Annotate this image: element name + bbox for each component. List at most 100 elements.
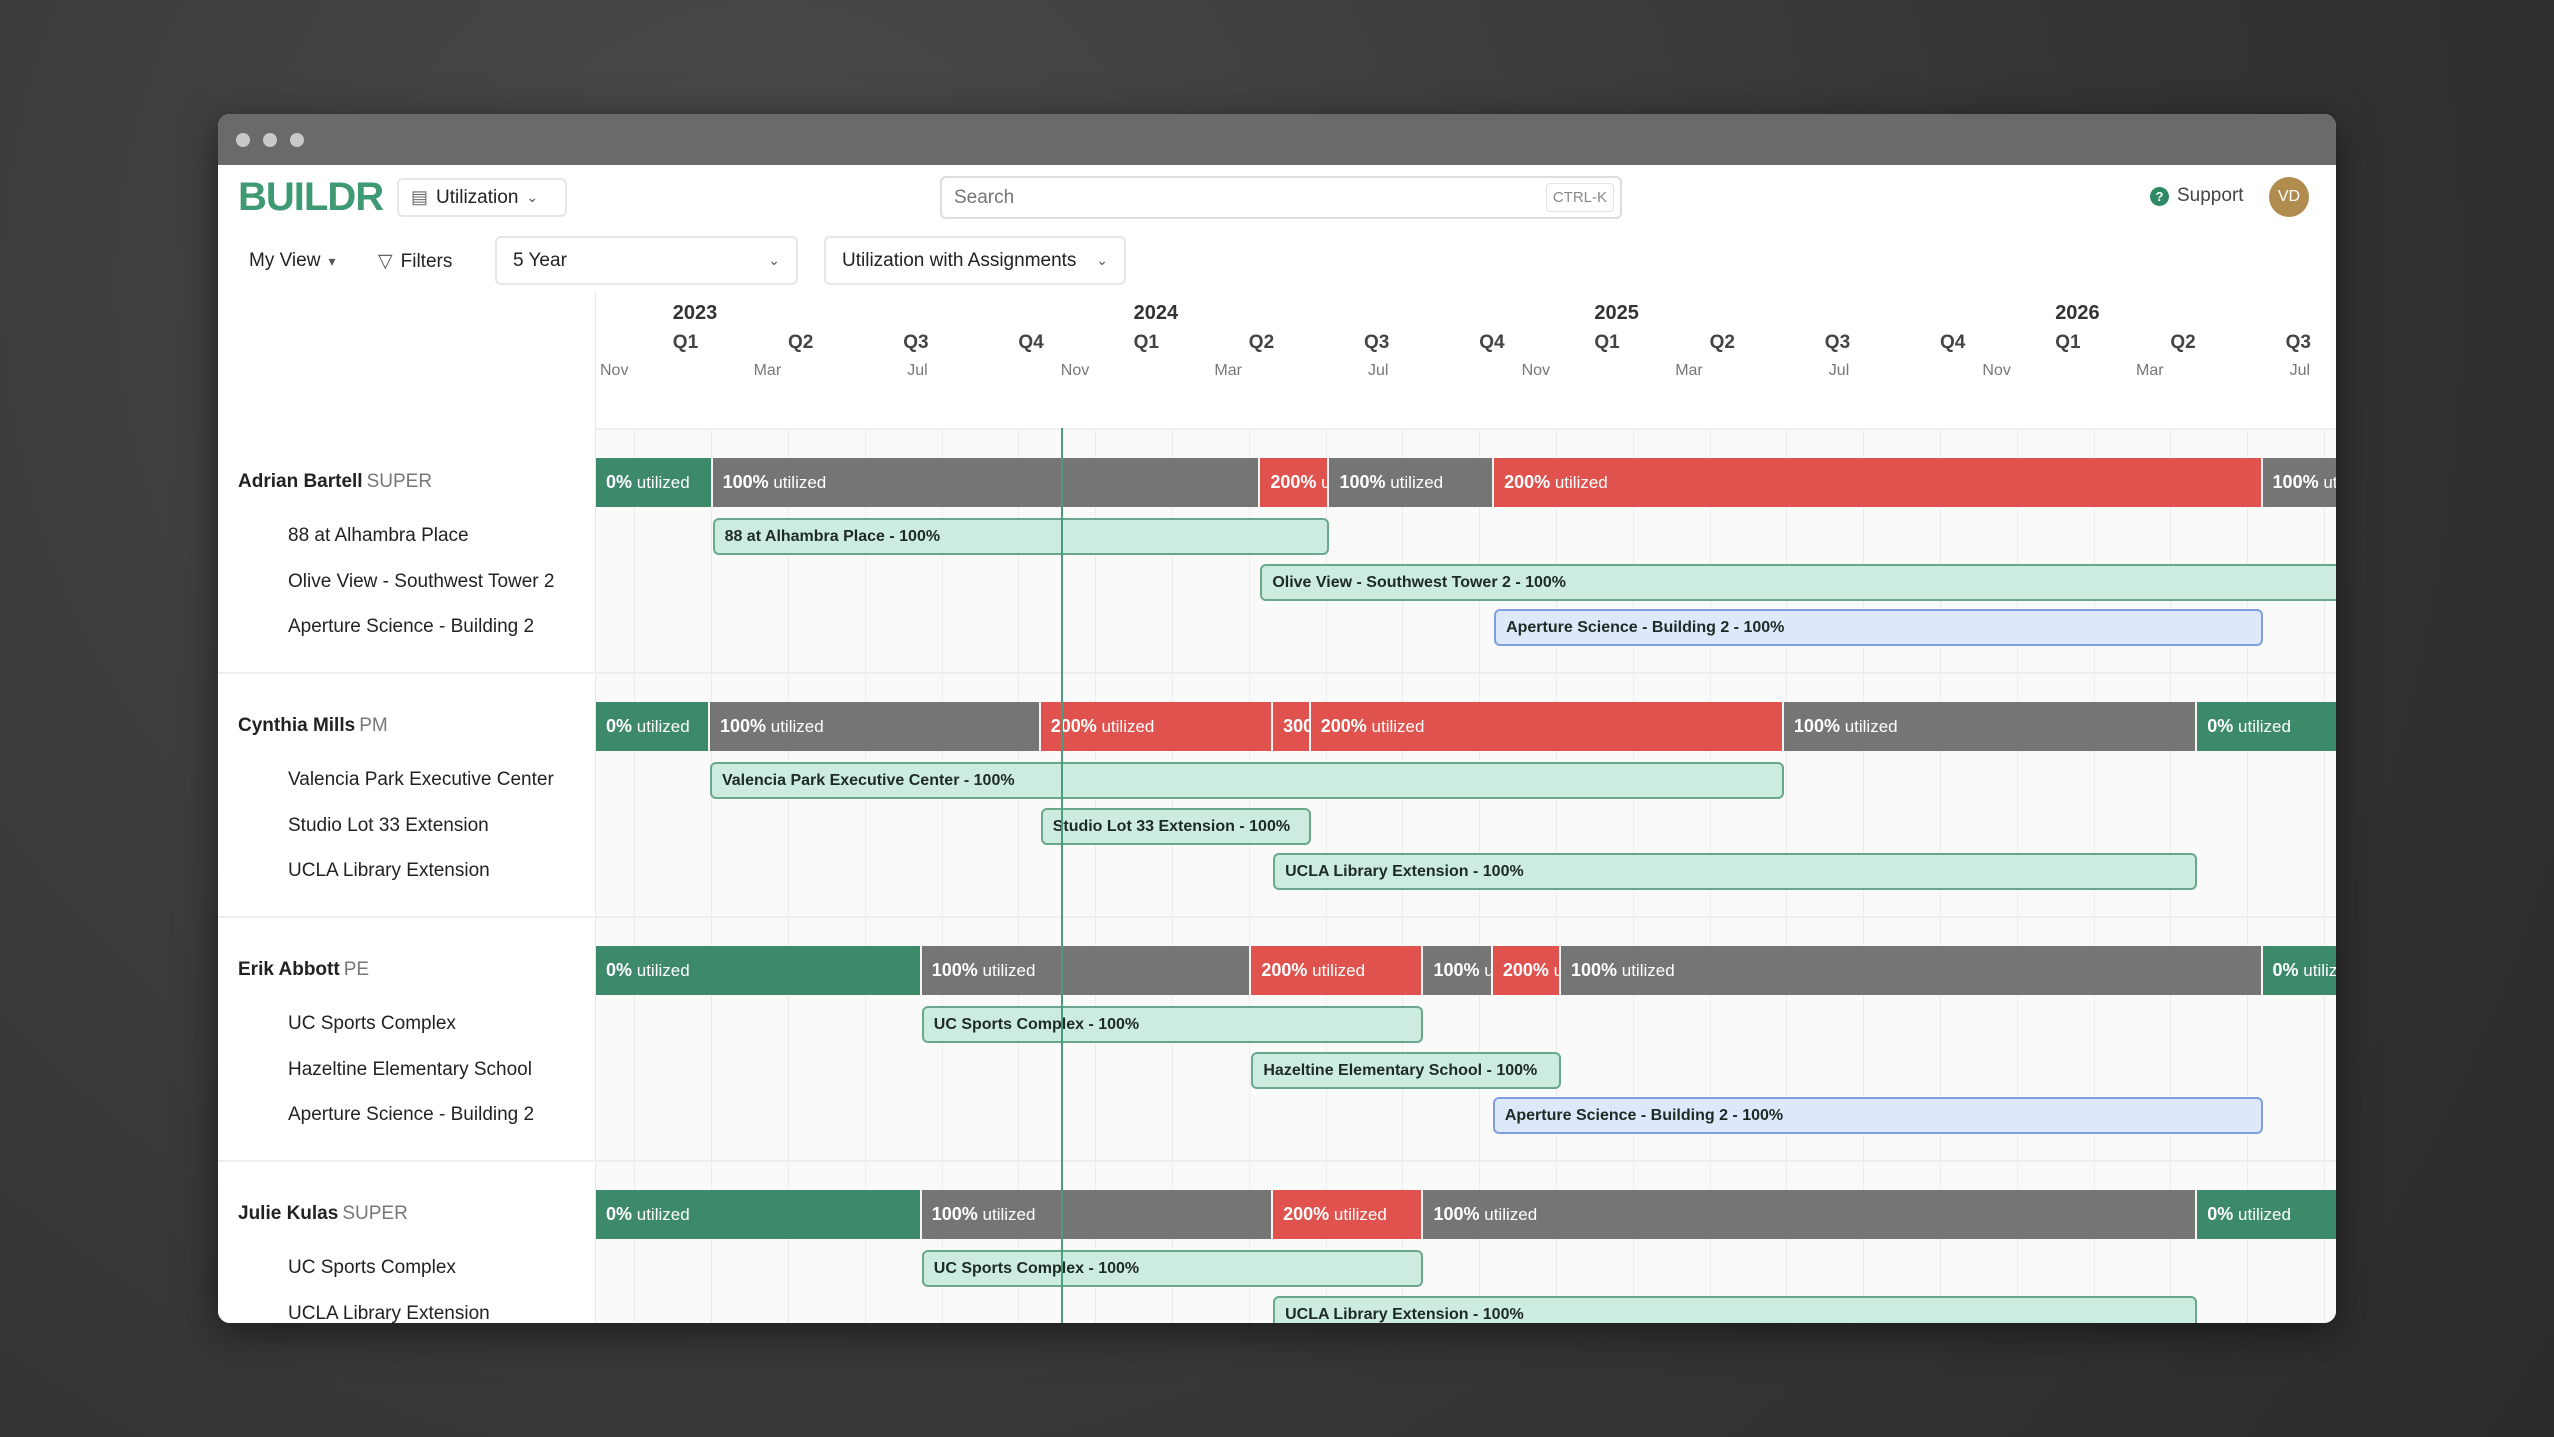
utilization-segment[interactable]: 200% utilized bbox=[1040, 702, 1274, 751]
month-label: Mar bbox=[2136, 362, 2164, 379]
gridline bbox=[711, 428, 713, 1323]
person-name-text: Adrian Bartell bbox=[238, 471, 363, 492]
utilization-segment[interactable]: 0% utilized bbox=[596, 1190, 922, 1239]
gridline bbox=[1172, 428, 1173, 1323]
utilization-segment[interactable]: 200% utilized bbox=[1273, 1190, 1424, 1239]
utilization-segment[interactable]: 200% utilized bbox=[1492, 946, 1561, 995]
view-selector-label: Utilization bbox=[436, 186, 519, 208]
utilization-segment[interactable]: 200% utilized bbox=[1310, 702, 1784, 751]
utilization-segment[interactable]: 0% utilized bbox=[596, 946, 922, 995]
utilization-segment[interactable]: 100% utilized bbox=[712, 458, 1261, 507]
window-titlebar bbox=[218, 114, 2336, 165]
support-label: Support bbox=[2177, 185, 2244, 206]
utilization-word: utilized bbox=[636, 1205, 690, 1224]
utilization-pct: 0% bbox=[2207, 716, 2234, 736]
assignment-bar[interactable]: Hazeltine Elementary School - 100% bbox=[1251, 1051, 1561, 1089]
utilization-segment[interactable]: 100% utilized bbox=[1560, 946, 2263, 995]
utilization-word: utilized bbox=[1101, 717, 1155, 736]
assignment-label: 88 at Alhambra Place bbox=[288, 525, 469, 546]
utilization-pct: 200% bbox=[1050, 716, 1097, 736]
utilization-segment[interactable]: 100% utilized bbox=[2262, 458, 2336, 507]
assignment-bar[interactable]: UC Sports Complex - 100% bbox=[921, 1250, 1424, 1287]
assignment-bar[interactable]: Aperture Science - Building 2 - 100% bbox=[1492, 1097, 2263, 1134]
my-view-dropdown[interactable]: My View ▾ bbox=[249, 250, 335, 272]
utilization-segment[interactable]: 100% utilized bbox=[1423, 946, 1493, 995]
gantt-icon: ▤ bbox=[411, 187, 429, 207]
mode-select[interactable]: Utilization with Assignments ⌄ bbox=[824, 236, 1126, 285]
utilization-segment[interactable]: 200% utilized bbox=[1251, 946, 1424, 995]
utilization-segment[interactable]: 100% utilized bbox=[921, 946, 1252, 995]
month-label: Mar bbox=[1675, 362, 1703, 379]
quarter-label: Q3 bbox=[1824, 332, 1851, 353]
utilization-segment[interactable]: 100% utilized bbox=[1329, 458, 1495, 507]
person-role: PE bbox=[343, 959, 370, 980]
utilization-segment[interactable]: 200% utilized bbox=[1494, 458, 2263, 507]
chevron-down-icon: ⌄ bbox=[1096, 252, 1108, 268]
person-role: SUPER bbox=[366, 471, 433, 492]
utilization-segment[interactable]: 200% utilized bbox=[1260, 458, 1330, 507]
assignment-bar[interactable]: UC Sports Complex - 100% bbox=[921, 1006, 1424, 1043]
utilization-word: utilized bbox=[982, 961, 1036, 980]
person-name[interactable]: Cynthia Mills PM bbox=[238, 715, 388, 737]
window-minimize-dot[interactable] bbox=[263, 133, 277, 147]
gridline bbox=[1018, 428, 1020, 1323]
utilization-segment[interactable]: 0% utilized bbox=[596, 458, 713, 507]
utilization-word: utilized bbox=[1554, 961, 1559, 980]
gridline bbox=[2247, 428, 2249, 1323]
utilization-word: utilized bbox=[1371, 717, 1425, 736]
filters-button[interactable]: ▽ Filters bbox=[378, 250, 452, 273]
utilization-word: utilized bbox=[2238, 1205, 2291, 1224]
month-label: Nov bbox=[1982, 362, 2011, 379]
utilization-segment[interactable]: 0% utilized bbox=[2262, 946, 2336, 995]
support-link[interactable]: ? Support bbox=[2150, 185, 2244, 207]
window-maximize-dot[interactable] bbox=[290, 133, 304, 147]
utilization-segment[interactable]: 0% utilized bbox=[596, 702, 710, 751]
month-label: Nov bbox=[1521, 362, 1551, 379]
range-select[interactable]: 5 Year ⌄ bbox=[495, 236, 798, 285]
window-close-dot[interactable] bbox=[236, 133, 250, 147]
utilization-segment[interactable]: 100% utilized bbox=[1783, 702, 2198, 751]
chevron-down-icon: ⌄ bbox=[768, 252, 780, 268]
quarter-label: Q1 bbox=[2055, 332, 2081, 353]
utilization-segment[interactable]: 100% utilized bbox=[921, 1190, 1274, 1239]
avatar[interactable]: VD bbox=[2269, 177, 2309, 217]
quarter-label: Q3 bbox=[2285, 332, 2311, 353]
utilization-segment[interactable]: 0% utilized bbox=[2197, 702, 2336, 751]
assignment-label: UCLA Library Extension bbox=[288, 1302, 490, 1324]
person-name[interactable]: Julie Kulas SUPER bbox=[238, 1203, 408, 1225]
utilization-segment[interactable]: 300% utilized bbox=[1273, 702, 1311, 751]
utilization-word: utilized bbox=[773, 473, 827, 492]
month-label: Jul bbox=[907, 362, 928, 379]
person-name-text: Erik Abbott bbox=[238, 959, 340, 980]
assignment-bar[interactable]: UCLA Library Extension - 100% bbox=[1273, 853, 2198, 890]
help-icon: ? bbox=[2150, 186, 2169, 206]
utilization-segment[interactable]: 100% utilized bbox=[709, 702, 1041, 751]
assignment-label: UC Sports Complex bbox=[288, 1257, 456, 1278]
utilization-word: utilized bbox=[770, 717, 824, 736]
assignment-bar[interactable]: Valencia Park Executive Center - 100% bbox=[709, 762, 1784, 799]
assignment-bar[interactable]: UCLA Library Extension - 100% bbox=[1273, 1295, 2198, 1323]
person-name[interactable]: Erik Abbott PE bbox=[238, 959, 369, 981]
view-selector-dropdown[interactable]: ▤ Utilization ⌄ bbox=[397, 178, 567, 217]
year-label: 2023 bbox=[672, 302, 718, 324]
assignment-bar[interactable]: 88 at Alhambra Place - 100% bbox=[712, 518, 1330, 555]
mode-select-value: Utilization with Assignments bbox=[842, 249, 1077, 271]
group-divider bbox=[596, 916, 2336, 918]
month-label: Nov bbox=[600, 362, 629, 379]
search-input[interactable] bbox=[952, 185, 1546, 210]
person-name[interactable]: Adrian Bartell SUPER bbox=[238, 471, 432, 493]
app-window: BUILDR ▤ Utilization ⌄ CTRL-K ? Support … bbox=[218, 114, 2336, 1323]
utilization-word: utilized bbox=[1333, 1205, 1387, 1224]
group-divider bbox=[596, 1160, 2336, 1162]
utilization-word: utilized bbox=[636, 961, 690, 980]
today-line bbox=[1060, 428, 1063, 1323]
utilization-word: utilized bbox=[636, 473, 690, 492]
utilization-segment[interactable]: 0% utilized bbox=[2197, 1190, 2336, 1239]
assignment-bar[interactable]: Olive View - Southwest Tower 2 - 100% bbox=[1260, 563, 2336, 601]
assignment-bar[interactable]: Aperture Science - Building 2 - 100% bbox=[1494, 609, 2263, 646]
assignment-bar[interactable]: Studio Lot 33 Extension - 100% bbox=[1040, 807, 1311, 845]
person-name-text: Julie Kulas bbox=[238, 1203, 339, 1224]
utilization-segment[interactable]: 100% utilized bbox=[1423, 1190, 2198, 1239]
utilization-word: utilized bbox=[1621, 961, 1675, 980]
timeline-area: 2023 2024 2025 2026 Q1 Q2 Q3 Q4 Q1 Q2 Q3 Q4 Q1 Q2 Q3 Q4… bbox=[596, 292, 2336, 1323]
